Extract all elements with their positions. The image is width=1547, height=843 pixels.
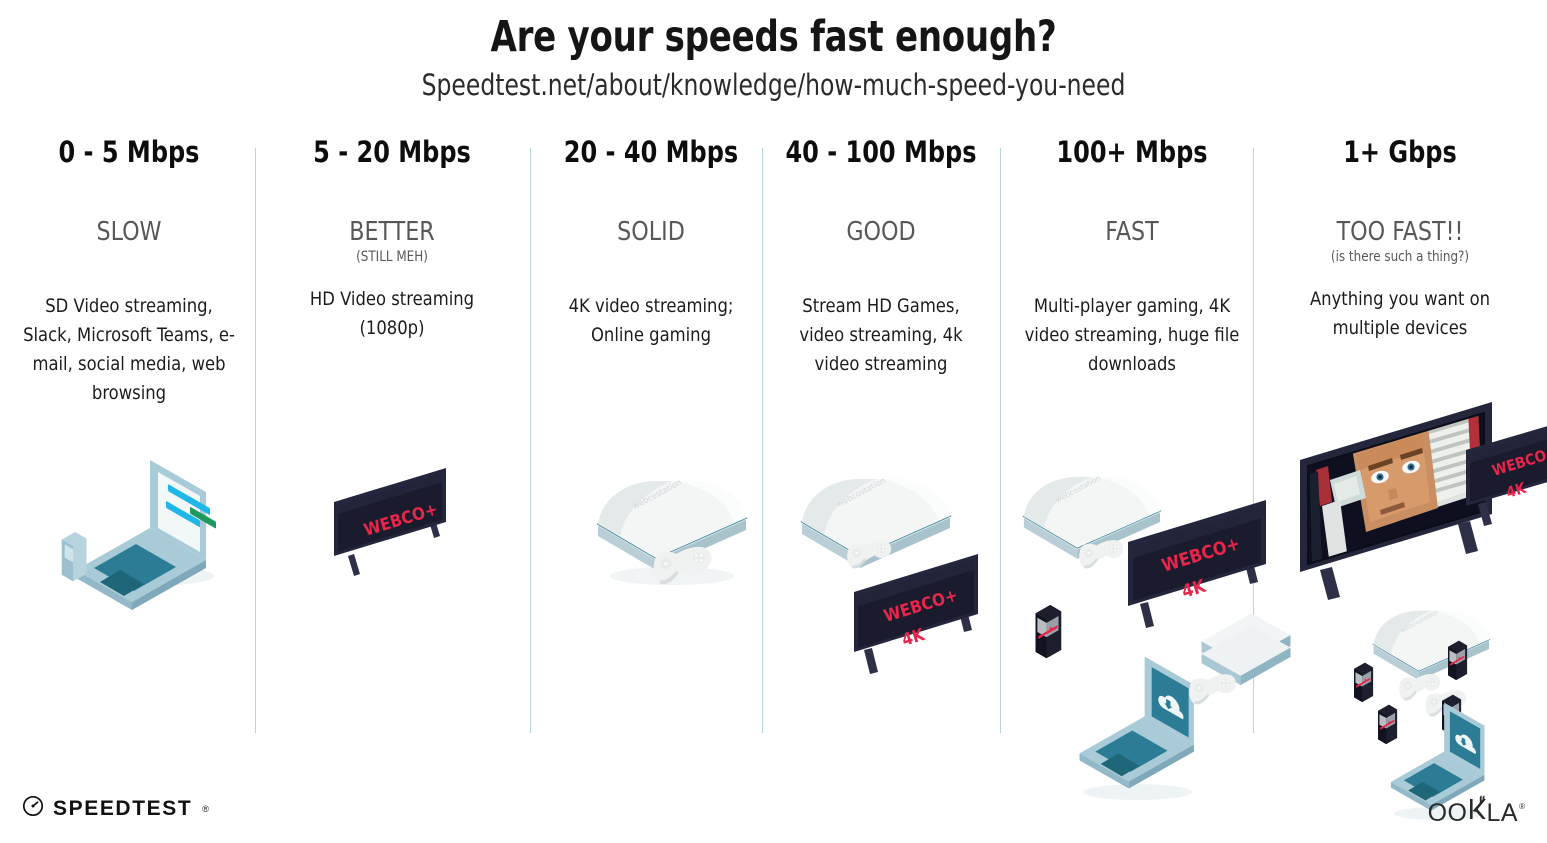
ookla-signal-k-icon [1468,795,1487,821]
tier-rating-label: TOO FAST!! [1336,217,1464,247]
page-subtitle-url: Speedtest.net/about/knowledge/how-much-s… [421,68,1126,102]
speedometer-icon [22,795,44,822]
tier-speed-label: 0 - 5 Mbps [58,135,200,169]
footer: SPEEDTEST ® OO LA ® [0,783,1547,843]
speed-tier-column-6: 1+ Gbps TOO FAST!! (is there such a thin… [1264,135,1536,343]
tier-speed-label: 40 - 100 Mbps [785,135,977,169]
column-divider-1 [255,148,256,733]
tier-description: Stream HD Games, video streaming, 4k vid… [799,295,963,375]
speed-tier-column-2: 5 - 20 Mbps BETTER (STILL MEH) HD Video … [272,135,512,343]
ookla-wordmark-left: OO [1427,799,1468,827]
tier-rating-sublabel: (is there such a thing?) [1330,249,1470,265]
tier-speed-label: 5 - 20 Mbps [313,135,471,169]
speedtest-wordmark: SPEEDTEST [53,796,193,820]
speed-tier-column-4: 40 - 100 Mbps GOOD Stream HD Games, vide… [772,135,990,379]
tier-description: SD Video streaming, Slack, Microsoft Tea… [23,295,235,404]
page-title: Are your speeds fast enough? [490,12,1057,62]
tier-rating-label: FAST [1105,217,1159,247]
header: Are your speeds fast enough? Speedtest.n… [0,0,1547,102]
tier-speed-label: 20 - 40 Mbps [563,135,739,169]
tier-description: Multi-player gaming, 4K video streaming,… [1024,295,1240,375]
tier-rating-label: BETTER [349,217,435,247]
tier-rating-sublabel: (STILL MEH) [356,249,428,265]
tier-rating-label: GOOD [846,217,916,247]
tier-description: HD Video streaming (1080p) [309,288,475,339]
speed-tier-columns: 0 - 5 Mbps SLOW SD Video streaming, Slac… [0,135,1547,745]
tier-rating-label: SLOW [96,217,162,247]
column-divider-5 [1253,148,1254,733]
speed-tier-column-3: 20 - 40 Mbps SOLID 4K video streaming; O… [545,135,757,350]
column-divider-2 [530,148,531,733]
ookla-registered-mark: ® [1519,802,1525,811]
tier-rating-label: SOLID [617,217,685,247]
speedtest-logo[interactable]: SPEEDTEST ® [22,795,209,822]
tier-description: 4K video streaming; Online gaming [568,295,734,346]
ookla-logo[interactable]: OO LA ® [1428,795,1525,828]
speed-tier-column-1: 0 - 5 Mbps SLOW SD Video streaming, Slac… [14,135,244,408]
speedtest-registered-mark: ® [202,803,209,814]
column-divider-4 [1000,148,1001,733]
tier-description: Anything you want on multiple devices [1309,288,1491,339]
ookla-wordmark-right: LA [1486,799,1519,827]
tier-speed-label: 100+ Mbps [1056,135,1208,169]
speed-tier-column-5: 100+ Mbps FAST Multi-player gaming, 4K v… [1012,135,1252,379]
tier-speed-label: 1+ Gbps [1343,135,1457,169]
column-divider-3 [762,148,763,733]
